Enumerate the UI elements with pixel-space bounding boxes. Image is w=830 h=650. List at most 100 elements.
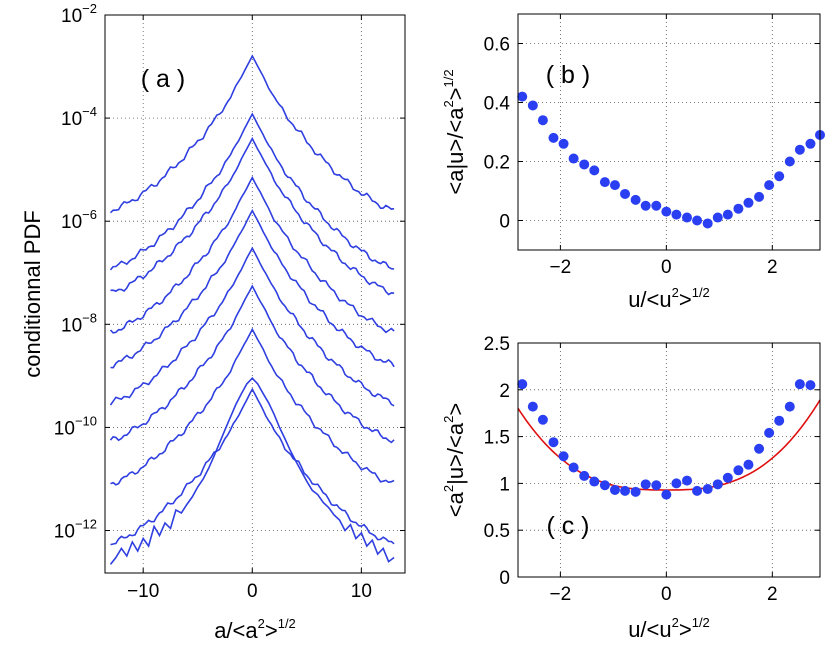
data-point (537, 115, 548, 126)
tick-label-x: −10 (127, 581, 159, 602)
data-point (630, 194, 641, 205)
data-point (630, 486, 641, 497)
data-point (682, 212, 693, 223)
data-point (702, 484, 713, 495)
data-point (661, 489, 672, 500)
tick-label-y: 0.4 (484, 94, 511, 115)
panel-c: −2 0 2 0 0.5 1 1.5 2 2.5 u/<u2>1/2 <a2|u>/<a2> ( c … (441, 334, 821, 642)
data-point (743, 459, 754, 470)
data-point (722, 209, 733, 220)
tick-label-y: 10−4 (61, 104, 97, 130)
data-point (609, 180, 620, 191)
data-point (620, 188, 631, 199)
data-point (558, 451, 569, 462)
data-point (651, 480, 662, 491)
tick-label-x: −2 (550, 257, 572, 278)
data-point (527, 401, 538, 412)
data-point (692, 215, 703, 226)
data-point (774, 415, 785, 426)
data-point (794, 379, 805, 390)
data-point (537, 414, 548, 425)
data-point (784, 156, 795, 167)
data-point (579, 470, 590, 481)
data-point (568, 462, 579, 473)
pdf-series-line (110, 209, 395, 369)
panel-b: −2 0 2 0 0.2 0.4 0.6 u/<u2>1/2 <a|u>/<a2>1/2 ( b … (441, 13, 825, 312)
data-point (579, 159, 590, 170)
pdf-series-line (109, 377, 395, 565)
tick-label-x: 0 (247, 581, 258, 602)
data-point (548, 437, 559, 448)
tick-label-y: 10−10 (54, 413, 97, 439)
tick-label-y: 1.5 (484, 428, 510, 449)
data-point (712, 479, 723, 490)
tick-label-y: 10−6 (61, 207, 97, 233)
tick-label-y: 0 (499, 568, 510, 589)
tick-label-y: 0.5 (484, 521, 510, 542)
data-point (702, 218, 713, 229)
data-point (805, 138, 816, 149)
pdf-series-line (109, 112, 395, 271)
pdf-series-line (109, 54, 395, 214)
data-point (527, 100, 538, 111)
data-point (568, 153, 579, 164)
tick-label-x: 2 (767, 584, 778, 605)
pdf-series-line (110, 136, 395, 296)
pdf-series-line (109, 175, 395, 334)
data-point (651, 200, 662, 211)
x-axis-label: a/<a2>1/2 (214, 616, 296, 643)
data-point (692, 485, 703, 496)
data-point (774, 171, 785, 182)
axes-frame (104, 14, 406, 574)
x-axis-label: u/<u2>1/2 (628, 615, 710, 642)
data-point (599, 177, 610, 188)
data-point (722, 472, 733, 483)
data-point (764, 180, 775, 191)
tick-label-y: 2.5 (484, 334, 510, 355)
data-point (764, 427, 775, 438)
data-point (733, 203, 744, 214)
data-point (784, 401, 795, 412)
data-point (682, 475, 693, 486)
pdf-series-line (110, 387, 395, 546)
data-point (805, 380, 816, 391)
fit-curve (517, 399, 821, 491)
panel-label-a: ( a ) (141, 65, 185, 93)
tick-label-y: 0.2 (484, 153, 510, 174)
data-point (548, 132, 559, 143)
data-point (661, 206, 672, 217)
tick-label-x: 10 (351, 581, 372, 602)
panel-label-b: ( b ) (546, 61, 590, 89)
tick-label-x: 0 (661, 257, 672, 278)
data-point (609, 484, 620, 495)
tick-label-x: −2 (550, 584, 572, 605)
x-axis-label: u/<u2>1/2 (628, 285, 710, 312)
data-point (517, 379, 528, 390)
data-point (558, 138, 569, 149)
data-point (589, 476, 600, 487)
panel-a: −10 0 10 10−2 10−4 10−6 10−8 10−10 10−12 a/<a2>1/… (20, 1, 406, 643)
data-point (712, 212, 723, 223)
data-point (743, 197, 754, 208)
y-axis-label: <a|u>/<a2>1/2 (441, 69, 468, 194)
tick-label-y: 10−12 (54, 517, 97, 543)
tick-label-y: 1 (499, 474, 510, 495)
pdf-series-line (109, 284, 395, 444)
tick-label-x: 2 (767, 257, 778, 278)
data-point (754, 443, 765, 454)
tick-label-x: 0 (661, 584, 672, 605)
axes-frame (517, 342, 821, 578)
data-point (733, 465, 744, 476)
tick-label-y: 10−8 (61, 310, 97, 336)
data-point (517, 91, 528, 102)
tick-label-y: 0 (499, 212, 510, 233)
data-point (589, 165, 600, 176)
y-axis-label: conditionnal PDF (20, 210, 45, 378)
data-point (620, 485, 631, 496)
data-point (640, 479, 651, 490)
data-point (671, 478, 682, 489)
axes-frame (517, 13, 821, 251)
tick-label-y: 0.6 (484, 35, 510, 56)
data-point (794, 144, 805, 155)
